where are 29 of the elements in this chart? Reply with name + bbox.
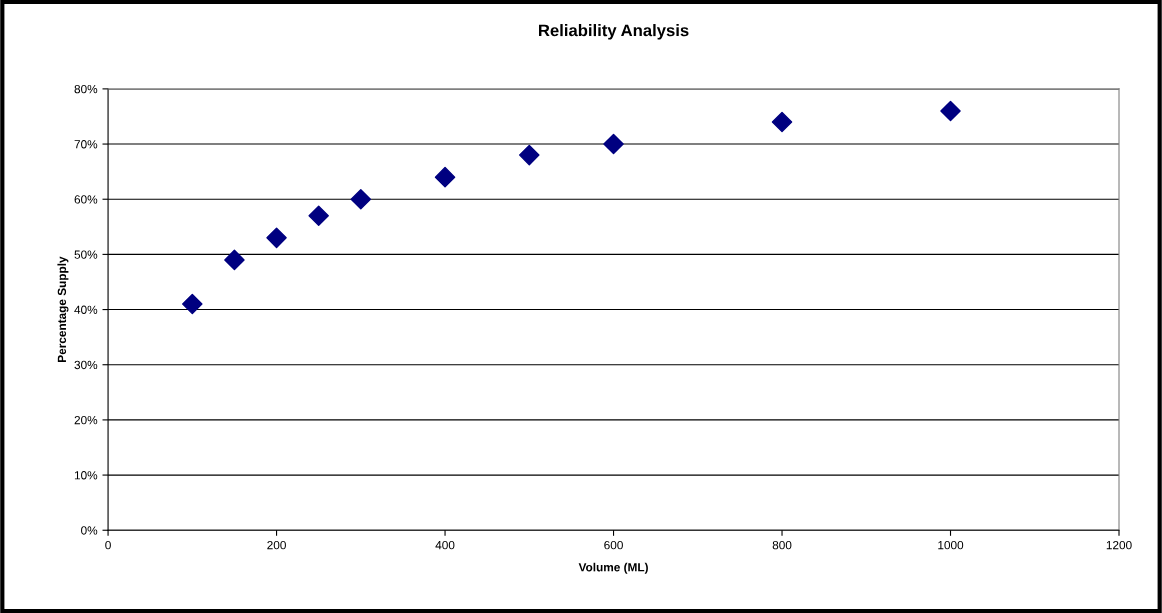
y-tick-label: 50% bbox=[74, 250, 98, 259]
point bbox=[940, 100, 961, 122]
y-tick-label: 20% bbox=[74, 415, 98, 425]
point bbox=[350, 188, 372, 210]
y-tick-label: 80% bbox=[74, 84, 98, 94]
y-tick-label: 70% bbox=[74, 140, 98, 149]
point bbox=[434, 166, 456, 188]
x-tick-label: 400 bbox=[435, 540, 455, 550]
x-tick-label: 1000 bbox=[938, 540, 964, 550]
x-tick-label: 800 bbox=[772, 540, 792, 550]
point bbox=[182, 293, 203, 315]
point bbox=[519, 144, 540, 166]
x-tick-label: 1200 bbox=[1106, 540, 1132, 550]
x-tick-label: 200 bbox=[267, 540, 286, 550]
x-tick-label: 0 bbox=[105, 540, 111, 550]
x-axis-title: Volume (ML) bbox=[578, 562, 648, 574]
point bbox=[224, 249, 245, 271]
y-tick-label: 60% bbox=[74, 195, 98, 204]
chart-title: Reliability Analysis bbox=[539, 24, 689, 40]
y-tick-label: 40% bbox=[74, 305, 98, 314]
point bbox=[266, 227, 287, 249]
point bbox=[308, 205, 329, 227]
y-tick-label: 0% bbox=[81, 526, 98, 535]
point bbox=[771, 111, 793, 133]
x-tick-label: 600 bbox=[604, 540, 623, 550]
y-tick-label: 10% bbox=[74, 471, 98, 480]
y-tick-label: 30% bbox=[74, 360, 98, 370]
point bbox=[603, 133, 624, 155]
y-axis-title: Percentage Supply bbox=[57, 256, 69, 362]
